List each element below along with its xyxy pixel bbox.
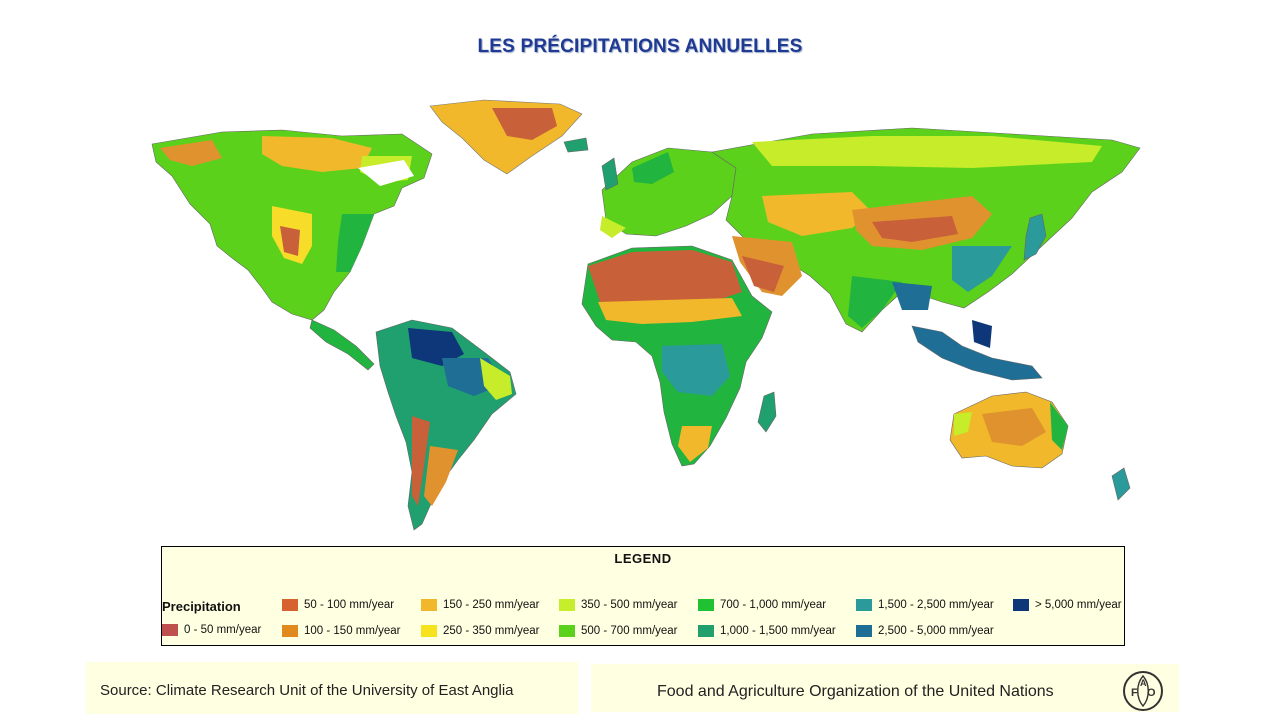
legend-swatch bbox=[421, 625, 437, 637]
legend-item: 1,000 - 1,500 mm/year bbox=[698, 625, 836, 637]
legend-label: 0 - 50 mm/year bbox=[184, 624, 262, 636]
source-box: Source: Climate Research Unit of the Uni… bbox=[86, 662, 578, 714]
legend-swatch bbox=[559, 625, 575, 637]
organization-box: Food and Agriculture Organization of the… bbox=[591, 664, 1179, 712]
world-map-svg bbox=[151, 99, 1141, 531]
legend-item: 250 - 350 mm/year bbox=[421, 625, 540, 637]
legend-item: 0 - 50 mm/year bbox=[162, 624, 261, 636]
fao-logo-letter-a: A bbox=[1140, 678, 1147, 688]
legend-label: 50 - 100 mm/year bbox=[304, 599, 395, 611]
legend-swatch bbox=[698, 625, 714, 637]
legend-label: 1,000 - 1,500 mm/year bbox=[720, 625, 836, 637]
legend-title: LEGEND bbox=[614, 551, 672, 566]
legend-item: 150 - 250 mm/year bbox=[421, 599, 540, 611]
legend-label: 2,500 - 5,000 mm/year bbox=[878, 625, 994, 637]
organization-name: Food and Agriculture Organization of the… bbox=[657, 683, 1054, 700]
legend-item: 50 - 100 mm/year bbox=[282, 599, 394, 611]
legend-label: 500 - 700 mm/year bbox=[581, 625, 678, 637]
legend-swatch bbox=[162, 624, 178, 636]
legend-subtitle: Precipitation bbox=[162, 599, 241, 614]
legend-item: 2,500 - 5,000 mm/year bbox=[856, 625, 994, 637]
legend-item: > 5,000 mm/year bbox=[1013, 599, 1122, 611]
legend-swatch bbox=[698, 599, 714, 611]
legend-label: 350 - 500 mm/year bbox=[581, 599, 678, 611]
legend-label: > 5,000 mm/year bbox=[1035, 599, 1122, 611]
legend-swatch bbox=[856, 599, 872, 611]
fao-logo-icon: F A O bbox=[1123, 671, 1163, 711]
legend-swatch bbox=[1013, 599, 1029, 611]
map-title: LES PRÉCIPITATIONS ANNUELLES bbox=[477, 36, 803, 57]
legend-swatch bbox=[856, 625, 872, 637]
legend-label: 700 - 1,000 mm/year bbox=[720, 599, 827, 611]
indonesia bbox=[911, 325, 1043, 381]
legend-label: 250 - 350 mm/year bbox=[443, 625, 540, 637]
fao-logo-letter-f: F bbox=[1131, 687, 1138, 699]
legend-swatch bbox=[559, 599, 575, 611]
legend-swatch bbox=[421, 599, 437, 611]
new-zealand bbox=[1111, 467, 1131, 501]
source-text: Source: Climate Research Unit of the Uni… bbox=[100, 682, 514, 699]
fao-logo-letter-o: O bbox=[1147, 687, 1156, 699]
legend-swatch bbox=[282, 625, 298, 637]
madagascar bbox=[757, 391, 777, 433]
legend-item: 350 - 500 mm/year bbox=[559, 599, 678, 611]
british-isles bbox=[601, 157, 619, 191]
legend-label: 150 - 250 mm/year bbox=[443, 599, 540, 611]
japan bbox=[1023, 213, 1047, 261]
iceland bbox=[563, 137, 589, 153]
legend-label: 100 - 150 mm/year bbox=[304, 625, 401, 637]
legend-swatch bbox=[282, 599, 298, 611]
central-america bbox=[309, 319, 375, 371]
legend-item: 100 - 150 mm/year bbox=[282, 625, 401, 637]
map-legend: LEGEND Precipitation 0 - 50 mm/year 50 -… bbox=[161, 546, 1125, 646]
legend-item: 1,500 - 2,500 mm/year bbox=[856, 599, 994, 611]
legend-item: 700 - 1,000 mm/year bbox=[698, 599, 826, 611]
legend-label: 1,500 - 2,500 mm/year bbox=[878, 599, 994, 611]
world-precipitation-map bbox=[112, 96, 1144, 544]
legend-item: 500 - 700 mm/year bbox=[559, 625, 678, 637]
